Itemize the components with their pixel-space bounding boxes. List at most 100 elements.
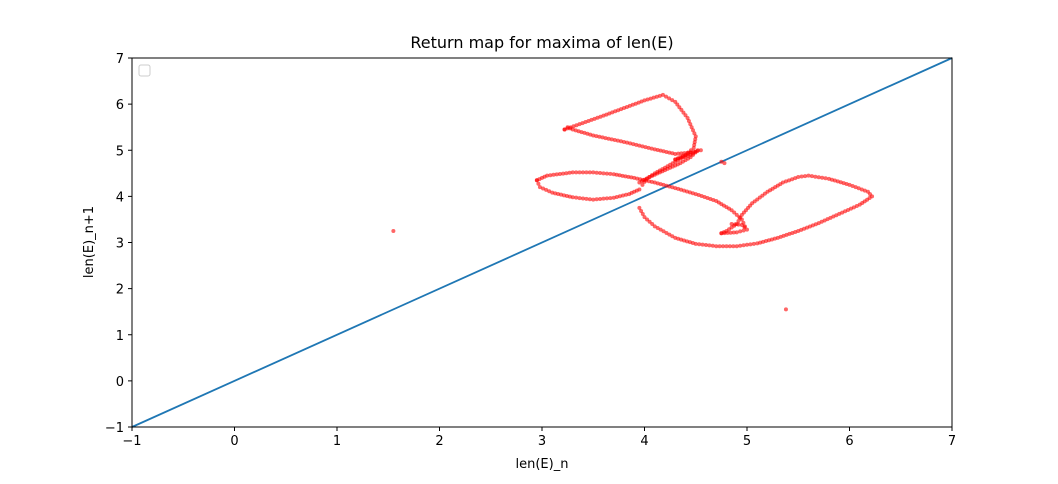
scatter-point [722,161,727,166]
scatter-point [608,171,613,176]
scatter-point [853,185,858,190]
scatter-point [661,229,666,234]
scatter-point [783,307,788,312]
scatter-point [714,244,719,249]
scatter-point [646,145,651,150]
scatter-point [698,148,703,153]
scatter-point [544,187,549,192]
scatter-point [745,227,749,232]
y-tick-label: 1 [116,329,124,344]
scatter-point [587,197,592,202]
scatter-point [820,175,825,180]
scatter-point [688,122,693,127]
scatter-point [587,170,592,175]
scatter-point [865,189,870,194]
scatter-point [640,144,645,149]
scatter-point [667,232,672,237]
scatter-point [611,195,616,200]
scatter-point [548,173,553,178]
scatter-point [536,181,541,186]
scatter-point [645,217,650,222]
scatter-point [827,176,831,181]
diagonal-line [131,57,953,428]
y-axis-label: len(E)_n+1 [82,206,97,278]
scatter-point [622,139,626,144]
scatter-point [642,98,647,103]
scatter-point [562,127,567,132]
scatter-point [601,171,606,176]
scatter-point [729,222,734,227]
scatter-point [615,138,620,143]
scatter-point [643,145,648,150]
scatter-point [670,234,675,239]
scatter-point [859,187,864,192]
y-tick-label: −1 [105,421,124,436]
scatter-point [554,172,559,177]
scatter-point [581,170,585,175]
scatter-point [637,143,642,148]
scatter-point [738,229,743,234]
scatter-point [823,176,828,181]
scatter-point [787,178,792,183]
y-tick-label: 3 [116,237,124,252]
scatter-point [637,180,642,185]
scatter-point [783,179,788,184]
scatter-point [648,96,653,101]
scatter-point [862,188,867,193]
scatter-point [664,230,669,235]
scatter-point [745,242,749,247]
scatter-point [609,137,614,142]
scatter-point [729,208,734,213]
scatter-point [584,196,589,201]
scatter-point [739,212,744,217]
scatter-point [645,97,650,102]
scatter-point [631,142,636,147]
scatter-point [734,212,739,217]
scatter-point [738,215,743,220]
scatter-point [691,128,696,133]
scatter-point [689,125,694,130]
scatter-point [574,170,579,175]
x-tick-label: 7 [948,434,956,449]
scatter-point [594,170,599,175]
scatter-point [551,172,556,177]
scatter-point [697,242,702,247]
scatter-point [534,178,539,183]
scatter-point [717,244,722,249]
scatter-point [796,175,801,180]
scatter-point [541,186,546,191]
scatter-point [600,135,605,140]
scatter-point [617,194,622,199]
scatter-point [793,176,798,181]
scatter-point [537,185,542,190]
scatter-point [647,219,652,224]
scatter-point [676,151,681,156]
scatter-point [700,242,705,247]
x-axis-label: len(E)_n [516,457,569,472]
scatter-point [695,149,700,154]
scatter-point [608,196,613,201]
scatter-point [581,196,585,201]
scatter-point [816,175,821,180]
scatter-point [728,230,733,235]
y-tick-label: 0 [116,375,124,390]
scatter-point [667,96,672,101]
scatter-point [850,183,855,188]
scatter-point [673,151,678,156]
scatter-point [598,171,603,176]
scatter-point [639,208,644,213]
scatter-point [598,196,603,201]
scatter-point [741,243,746,248]
x-tick-label: 5 [743,434,751,449]
scatter-point [570,170,575,175]
scatter-point [790,177,795,182]
scatter-point [577,170,582,175]
scatter-point [561,171,566,176]
scatter-point [547,189,552,194]
scatter-point [734,230,739,235]
y-tick-label: 4 [116,190,124,205]
y-tick-label: 6 [116,98,124,113]
plot-area [131,57,953,428]
scatter-point [650,222,655,227]
